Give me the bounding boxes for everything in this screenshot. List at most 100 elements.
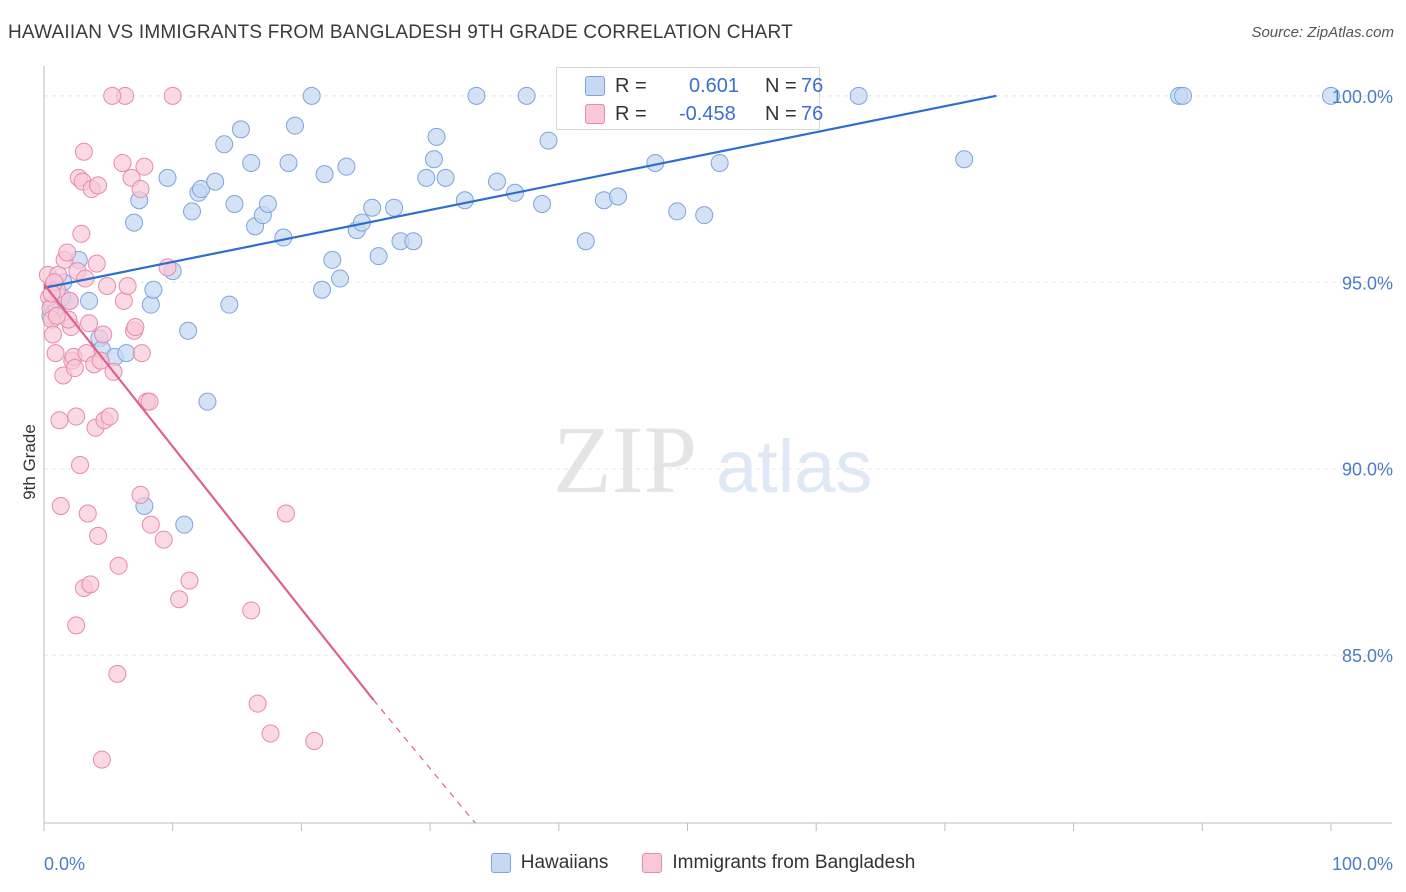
bangladesh-point-13 (60, 291, 79, 310)
bangladesh-point-66 (276, 504, 295, 523)
x-tick-label-0: 0.0% (44, 854, 85, 874)
y-tick-label-2: 95.0% (1342, 273, 1393, 293)
bangladesh-point-75 (98, 277, 117, 296)
legend-item-bangladesh[interactable]: Immigrants from Bangladesh (642, 852, 915, 874)
hawaiians-point-71 (955, 150, 974, 169)
r-label: R = (615, 102, 647, 125)
hawaiians-point-51 (424, 150, 443, 169)
n-label: N = (765, 102, 797, 125)
hawaiians-point-60 (539, 131, 558, 150)
hawaiians-point-74 (1322, 86, 1340, 105)
trend-lines (43, 94, 997, 824)
y-tick-label-3: 100.0% (1332, 87, 1393, 107)
source-credit: Source: ZipAtlas.com (1251, 24, 1394, 41)
hawaiians-point-7 (80, 291, 99, 310)
bangladesh-point-64 (248, 694, 267, 713)
hawaiians-point-68 (710, 153, 729, 172)
hawaiians-point-15 (141, 295, 160, 314)
hawaiians-point-33 (258, 194, 277, 213)
hawaiians-point-39 (315, 165, 334, 184)
hawaiians-point-40 (323, 250, 342, 269)
hawaiians-point-65 (668, 202, 687, 221)
bangladesh-point-52 (131, 485, 150, 504)
bangladesh-point-51 (131, 180, 150, 199)
hawaiians-point-46 (369, 247, 388, 266)
hawaiians-point-24 (198, 392, 217, 411)
bangladesh-point-8 (50, 411, 69, 430)
stats-swatch-bangladesh (585, 104, 605, 124)
bangladesh-point-4 (44, 325, 63, 344)
hawaiians-point-26 (215, 135, 234, 154)
n-value: 76 (801, 102, 824, 125)
bangladesh-point-33 (87, 254, 106, 273)
legend-swatch-bangladesh (642, 853, 663, 873)
bangladesh-point-18 (67, 616, 86, 635)
bangladesh-point-40 (100, 407, 119, 426)
hawaiians-point-50 (417, 168, 436, 187)
bangladesh-point-43 (109, 556, 128, 575)
hawaiians-point-11 (117, 344, 136, 363)
hawaiians-point-16 (144, 280, 163, 299)
bangladesh-point-57 (141, 515, 160, 534)
bangladesh-point-60 (163, 86, 182, 105)
bangladesh-point-65 (261, 724, 280, 743)
r-label: R = (615, 74, 647, 97)
hawaiians-point-55 (467, 86, 486, 105)
hawaiians-point-19 (175, 515, 194, 534)
bangladesh-point-12 (58, 243, 77, 262)
stats-swatch-hawaiians (585, 76, 605, 96)
bangladesh-point-71 (103, 86, 122, 105)
hawaiians-point-59 (533, 194, 552, 213)
bangladesh-point-62 (180, 571, 199, 590)
chart-title: HAWAIIAN VS IMMIGRANTS FROM BANGLADESH 9… (8, 22, 793, 43)
bangladesh-point-44 (113, 153, 132, 172)
bangladesh-point-22 (72, 224, 91, 243)
bangladesh-point-61 (170, 590, 189, 609)
stats-box: R = 0.601 N = 76 R = -0.458 N = 76 (556, 67, 824, 130)
hawaiians-point-61 (576, 232, 595, 251)
bangladesh-trend-line (43, 283, 375, 701)
bangladesh-point-45 (114, 291, 133, 310)
hawaiians-point-54 (455, 191, 474, 210)
bangladesh-point-21 (71, 456, 90, 475)
x-tick-label-1: 100.0% (1332, 854, 1393, 874)
legend-swatch-hawaiians (490, 853, 511, 873)
hawaiians-point-56 (488, 172, 507, 191)
hawaiians-point-36 (285, 116, 304, 135)
r-value: 0.601 (689, 74, 740, 97)
bangladesh-point-36 (91, 351, 110, 370)
bangladesh-point-53 (132, 344, 151, 363)
bangladesh-point-63 (242, 601, 261, 620)
bangladesh-point-73 (47, 306, 66, 325)
hawaiians-point-53 (436, 168, 455, 187)
gridlines (44, 95, 1392, 656)
legend-label-bangladesh: Immigrants from Bangladesh (672, 852, 916, 873)
legend-label-hawaiians: Hawaiians (520, 852, 609, 873)
hawaiians-point-12 (125, 213, 144, 232)
hawaiians-point-67 (695, 206, 714, 225)
hawaiians-point-35 (279, 153, 298, 172)
bangladesh-point-28 (78, 504, 97, 523)
bangladesh-point-35 (89, 526, 108, 545)
hawaiians-point-42 (337, 157, 356, 176)
hawaiians-point-45 (363, 198, 382, 217)
y-tick-label-1: 90.0% (1342, 460, 1393, 480)
bangladesh-point-37 (92, 750, 111, 769)
hawaiians-point-20 (179, 321, 198, 340)
hawaiians-point-41 (331, 269, 350, 288)
bangladesh-point-29 (81, 575, 100, 594)
r-value: -0.458 (679, 102, 736, 125)
bangladesh-point-58 (154, 530, 173, 549)
bangladesh-point-9 (51, 497, 70, 516)
hawaiians-point-30 (242, 153, 261, 172)
hawaiians-point-47 (385, 198, 404, 217)
bangladesh-point-17 (67, 407, 86, 426)
legend-item-hawaiians[interactable]: Hawaiians (490, 852, 609, 874)
hawaiians-point-49 (404, 232, 423, 251)
bangladesh-point-34 (89, 176, 108, 195)
bangladesh-point-24 (74, 142, 93, 161)
bangladesh-point-38 (94, 325, 113, 344)
bangladesh-point-70 (65, 359, 84, 378)
hawaiians-point-23 (192, 180, 211, 199)
